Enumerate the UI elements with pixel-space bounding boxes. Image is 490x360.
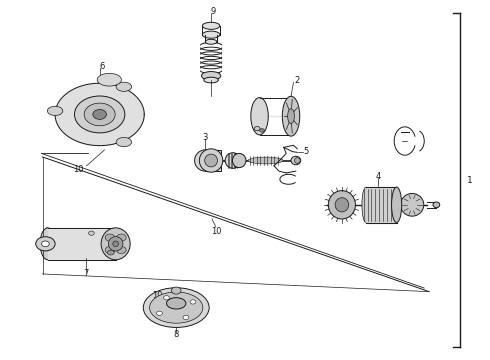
Text: 3: 3 — [202, 133, 207, 142]
Ellipse shape — [400, 193, 424, 216]
Text: 10: 10 — [152, 291, 163, 300]
Text: 2: 2 — [294, 76, 299, 85]
Ellipse shape — [93, 109, 106, 120]
Ellipse shape — [105, 234, 115, 241]
Ellipse shape — [201, 72, 221, 80]
Text: 7: 7 — [83, 269, 88, 278]
Ellipse shape — [195, 150, 216, 171]
Ellipse shape — [42, 241, 49, 247]
Ellipse shape — [260, 129, 265, 132]
Ellipse shape — [183, 315, 189, 320]
Ellipse shape — [36, 237, 55, 251]
Ellipse shape — [108, 237, 123, 251]
Ellipse shape — [282, 96, 300, 136]
Ellipse shape — [97, 73, 122, 86]
Ellipse shape — [294, 158, 300, 163]
Ellipse shape — [288, 109, 294, 123]
Ellipse shape — [328, 191, 355, 219]
Ellipse shape — [248, 157, 283, 164]
Text: 4: 4 — [376, 172, 381, 181]
Ellipse shape — [105, 247, 115, 253]
Text: 10: 10 — [73, 165, 83, 174]
Ellipse shape — [167, 298, 186, 309]
Ellipse shape — [202, 31, 220, 38]
Ellipse shape — [362, 187, 370, 222]
Ellipse shape — [48, 106, 63, 116]
Ellipse shape — [156, 311, 162, 315]
Ellipse shape — [251, 98, 268, 135]
Ellipse shape — [74, 96, 125, 133]
Ellipse shape — [107, 250, 114, 255]
Ellipse shape — [254, 126, 260, 131]
Bar — [205, 150, 221, 171]
Ellipse shape — [89, 231, 95, 235]
Ellipse shape — [143, 288, 209, 328]
Ellipse shape — [225, 153, 241, 168]
Ellipse shape — [433, 202, 440, 208]
Ellipse shape — [232, 153, 246, 168]
Ellipse shape — [40, 228, 55, 260]
Text: 10: 10 — [211, 227, 221, 236]
Ellipse shape — [113, 241, 119, 247]
Ellipse shape — [117, 247, 126, 253]
Ellipse shape — [116, 82, 132, 91]
Ellipse shape — [202, 22, 220, 30]
Ellipse shape — [199, 149, 223, 172]
Ellipse shape — [205, 154, 218, 167]
Ellipse shape — [117, 234, 126, 241]
Ellipse shape — [335, 198, 349, 212]
Ellipse shape — [190, 300, 196, 304]
Ellipse shape — [392, 187, 402, 222]
Text: 8: 8 — [173, 330, 179, 339]
Polygon shape — [48, 228, 116, 260]
Ellipse shape — [291, 156, 301, 165]
Polygon shape — [366, 187, 396, 222]
Ellipse shape — [204, 77, 219, 83]
Ellipse shape — [84, 103, 115, 126]
Ellipse shape — [164, 296, 170, 300]
Polygon shape — [55, 83, 144, 145]
Ellipse shape — [149, 292, 203, 323]
Ellipse shape — [205, 39, 217, 44]
Ellipse shape — [172, 287, 181, 294]
Ellipse shape — [116, 138, 132, 147]
Ellipse shape — [101, 228, 130, 260]
Text: 6: 6 — [99, 62, 105, 71]
Text: 1: 1 — [467, 176, 473, 185]
Text: 5: 5 — [303, 147, 308, 156]
Text: 9: 9 — [211, 7, 216, 16]
